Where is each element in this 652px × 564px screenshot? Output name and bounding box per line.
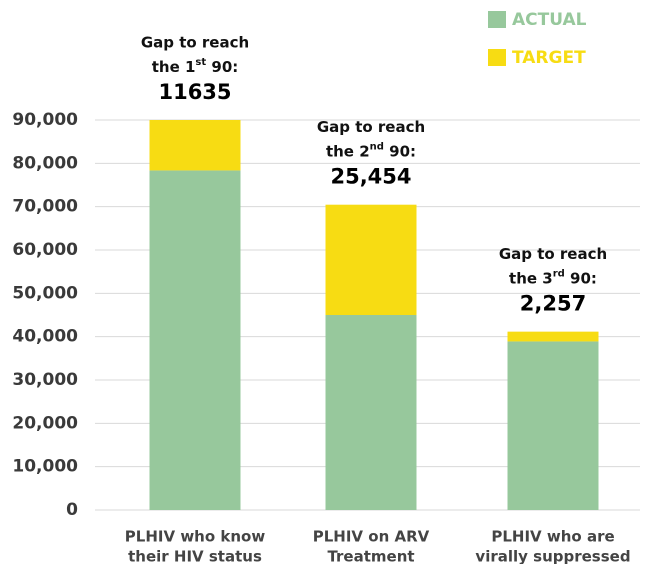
bar-segment [325,315,417,510]
y-tick-label: 0 [66,500,78,520]
y-tick-label: 80,000 [12,153,78,173]
bar-segment [507,331,599,342]
gap-label: 2,257 [520,292,586,316]
annotation-part: 90: [206,58,238,76]
annotation: the 2nd 90: [326,142,416,161]
legend-swatch [488,11,506,28]
annotation-sup: rd [553,269,565,280]
annotation: Gap to reach [317,118,425,136]
legend-label: ACTUAL [512,10,587,30]
y-tick-label: 70,000 [12,197,78,217]
y-tick-label: 10,000 [12,457,78,477]
annotation: Gap to reach [499,245,607,263]
annotation-part: the 3 [509,269,553,287]
annotation: the 3rd 90: [509,269,597,288]
bar-segment [149,170,241,510]
annotation-sup: st [195,57,206,68]
y-tick-label: 50,000 [12,283,78,303]
y-tick-label: 90,000 [12,110,78,130]
annotation-sup: nd [370,142,384,153]
legend-swatch [488,49,506,66]
annotation-part: the 2 [326,142,370,160]
bar-segment [507,341,599,510]
y-tick-label: 60,000 [12,240,78,260]
x-tick-label: Treatment [327,548,414,564]
legend-label: TARGET [512,48,586,68]
x-tick-label: PLHIV who are [491,528,614,546]
gap-label: 11635 [158,80,231,104]
annotation: Gap to reach [141,34,249,52]
x-tick-label: PLHIV who know [125,528,266,546]
gap-label: 25,454 [330,165,411,189]
x-tick-label: PLHIV on ARV [313,528,430,546]
bar-segment [149,120,241,171]
y-tick-label: 30,000 [12,370,78,390]
y-tick-label: 20,000 [12,413,78,433]
annotation-part: 90: [384,142,416,160]
y-tick-label: 40,000 [12,327,78,347]
x-tick-label: virally suppressed [475,548,630,564]
x-tick-label: their HIV status [128,548,262,564]
annotation: the 1st 90: [152,57,239,76]
annotation-part: 90: [565,269,597,287]
bar-segment [325,204,417,315]
annotation-part: the 1 [152,58,196,76]
